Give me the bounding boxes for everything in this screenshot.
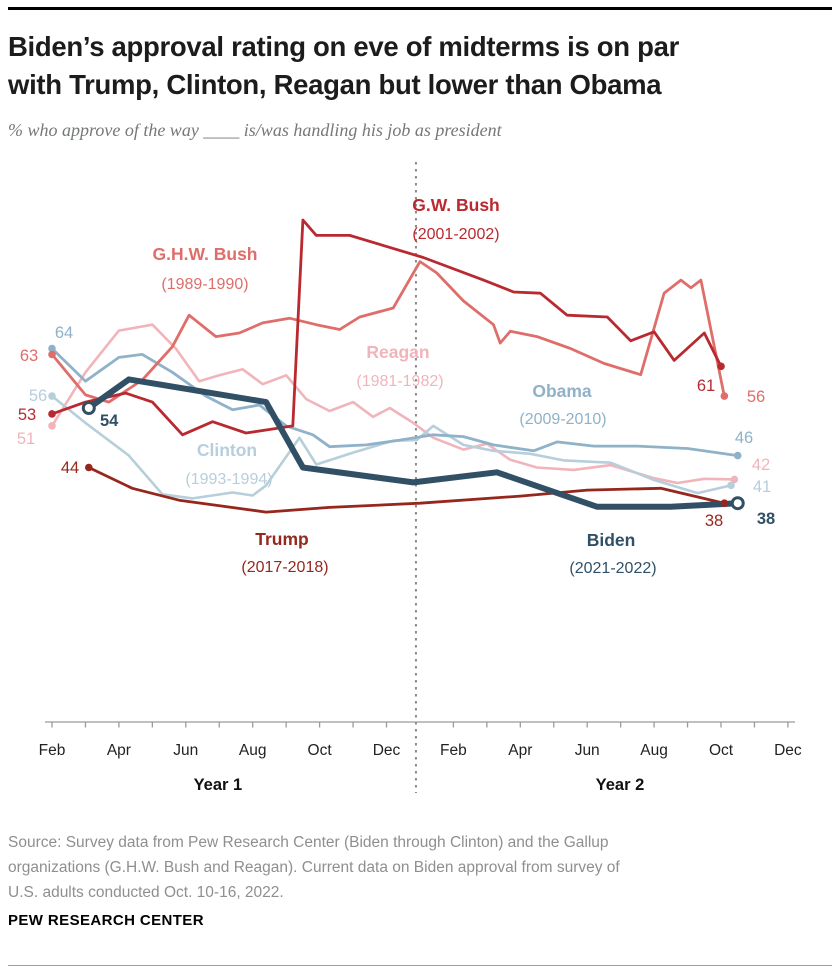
brand-footer: PEW RESEARCH CENTER [8,912,204,929]
start-value-label-ghw_bush: 63 [20,347,38,365]
endpoint-dot-reagan [48,422,56,430]
endpoint-dot-clinton [48,392,56,400]
endpoint-dot-trump [84,463,93,472]
series-years-label-ghw_bush: (1989-1990) [161,276,248,293]
start-value-label-obama: 64 [55,324,73,342]
endpoint-dot-ghw_bush [720,392,729,400]
start-value-label-reagan: 51 [17,430,35,448]
month-label: Jun [173,742,198,759]
endpoint-open-circle-biden [730,496,745,511]
title-line-2: with Trump, Clinton, Reagan but lower th… [8,69,662,100]
series-years-label-trump: (2017-2018) [241,559,328,576]
page-title: Biden’s approval rating on eve of midter… [8,28,828,104]
series-name-label-biden: Biden [587,530,636,550]
source-line-1: Source: Survey data from Pew Research Ce… [8,834,609,851]
series-years-label-biden: (2021-2022) [569,560,656,577]
source-line-2: organizations (G.H.W. Bush and Reagan). … [8,859,620,876]
year-label: Year 2 [596,776,645,794]
bottom-rule [8,965,832,966]
source-line-3: U.S. adults conducted Oct. 10-16, 2022. [8,884,284,901]
endpoint-dot-trump [720,499,729,508]
series-line-biden [85,376,741,510]
source-note: Source: Survey data from Pew Research Ce… [8,830,818,905]
series-years-label-clinton: (1993-1994) [185,471,272,488]
start-value-label-gw_bush: 53 [18,406,36,424]
month-label: Oct [709,742,734,759]
series-line-reagan [50,323,736,485]
end-value-label-biden: 38 [757,510,775,528]
series-name-label-gw_bush: G.W. Bush [412,195,500,215]
series-line-trump [87,466,726,514]
endpoint-dot-ghw_bush [48,350,56,359]
series-line-gw_bush [50,218,723,437]
month-label: Aug [640,742,668,759]
series-name-label-clinton: Clinton [197,440,257,460]
endpoint-dot-obama [733,451,742,460]
month-label: Aug [239,742,267,759]
series-years-label-reagan: (1981-1982) [356,373,443,390]
endpoint-dot-reagan [730,475,739,484]
month-label: Apr [107,742,131,759]
series-line-ghw_bush [50,260,726,404]
end-value-label-ghw_bush: 56 [747,388,765,406]
end-value-label-trump: 38 [705,512,723,530]
endpoint-dot-obama [48,344,56,353]
month-label: Feb [440,742,467,759]
month-label: Dec [373,742,401,759]
endpoint-dot-gw_bush [717,362,725,371]
start-value-label-trump: 44 [61,459,79,477]
top-rule [8,7,832,10]
endpoint-open-circle-biden [81,401,96,415]
chart-subtitle: % who approve of the way ____ is/was han… [8,120,502,140]
endpoint-dot-gw_bush [48,410,56,418]
month-label: Feb [39,742,66,759]
series-years-label-obama: (2009-2010) [519,411,606,428]
series-name-label-trump: Trump [255,529,308,549]
end-value-label-obama: 46 [735,429,753,447]
endpoint-dot-clinton [727,481,735,490]
series-name-label-obama: Obama [532,381,592,401]
end-value-label-gw_bush: 61 [697,377,715,395]
start-value-label-clinton: 56 [29,387,47,405]
month-label: Jun [575,742,600,759]
series-line-clinton [50,394,733,500]
month-label: Dec [774,742,802,759]
series-name-label-ghw_bush: G.H.W. Bush [153,244,258,264]
series-name-label-reagan: Reagan [366,342,429,362]
month-label: Apr [508,742,532,759]
end-value-label-clinton: 41 [753,478,771,496]
series-years-label-gw_bush: (2001-2002) [412,226,499,243]
month-label: Oct [308,742,333,759]
end-value-label-reagan: 42 [752,456,770,474]
title-line-1: Biden’s approval rating on eve of midter… [8,31,680,62]
start-value-label-biden: 54 [100,412,119,430]
year-label: Year 1 [194,776,243,794]
